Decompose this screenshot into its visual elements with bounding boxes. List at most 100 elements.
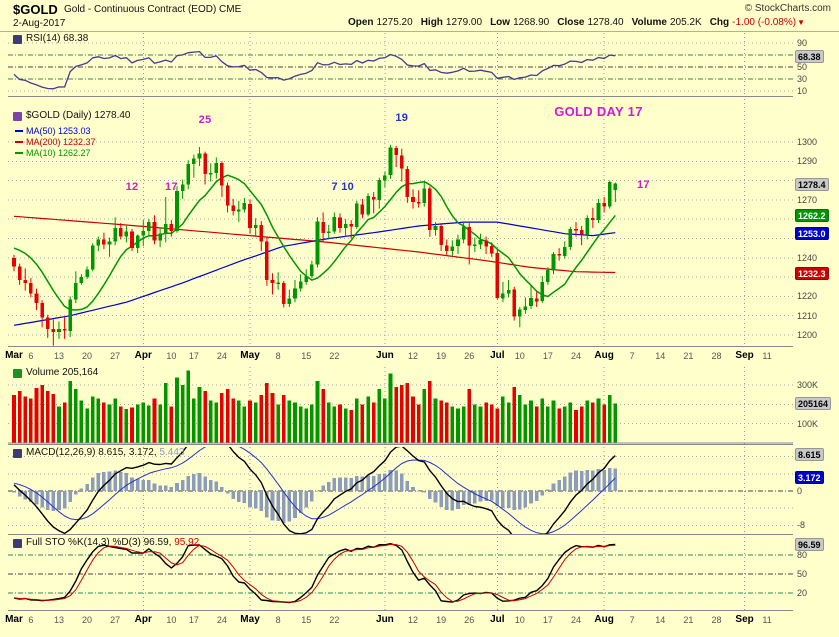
axis-tick-label: 1220 xyxy=(797,291,818,302)
ma10-line xyxy=(13,174,616,311)
chart-header: $GOLD Gold - Continuous Contract (EOD) C… xyxy=(0,0,839,32)
rsi-plot xyxy=(8,33,793,97)
axis-value-box: 1278.4 xyxy=(795,177,829,191)
ma200-legend: MA(200) 1232.37 xyxy=(15,137,96,147)
x-axis-week-label: 15 xyxy=(301,351,312,361)
quote-strip: Open 1275.20 High 1279.00 Low 1268.90 Close 127… xyxy=(340,17,805,28)
macd-legend-values: MACD(12,26,9) 8.615, 3.172, xyxy=(26,447,157,458)
quote-label: High xyxy=(420,17,443,28)
ma50-line xyxy=(13,221,616,326)
volume-panel xyxy=(0,367,839,445)
x-axis-labels: Mar 6 13 20 27 Apr 10 17 24 May 8 15 22 Jun 12 19 26 Jul 1… xyxy=(0,612,839,629)
chart-annotation: GOLD DAY 17 xyxy=(554,104,643,120)
x-axis-week-label: 14 xyxy=(655,615,666,625)
chart-annotation: 17 xyxy=(637,179,650,192)
x-axis-week-label: 10 xyxy=(514,615,525,625)
axis-tick-label: 50 xyxy=(797,569,808,579)
macd-plot xyxy=(8,447,793,535)
x-axis-month-label: Jul xyxy=(490,350,505,361)
rsi-panel xyxy=(0,33,839,97)
price-legend: $GOLD (Daily) 1278.40 xyxy=(26,110,131,121)
x-axis-month-label: May xyxy=(240,614,260,625)
candlesticks xyxy=(12,144,618,346)
x-axis-week-label: 22 xyxy=(329,615,340,625)
x-axis-month-label: Jun xyxy=(376,614,394,625)
x-axis-week-label: 13 xyxy=(53,351,64,361)
axis-value-box: 68.38 xyxy=(795,49,824,63)
rsi-legend: RSI(14) 68.38 xyxy=(26,33,89,44)
chart-annotation: 12 xyxy=(125,181,139,194)
x-axis-week-label: 6 xyxy=(28,615,34,625)
x-axis-week-label: 26 xyxy=(464,351,475,361)
axis-tick-label: 1210 xyxy=(797,310,818,321)
ma10-swatch xyxy=(15,151,23,154)
sto-d-value: 95.92 xyxy=(174,537,200,548)
macd-line xyxy=(13,447,616,535)
quote-value: 1279.00 xyxy=(445,17,483,28)
ma200-swatch xyxy=(15,140,23,143)
x-axis-month-label: Mar xyxy=(5,350,23,361)
x-axis-week-label: 7 xyxy=(629,615,635,625)
ma50-legend-label: MA(50) 1253.03 xyxy=(26,126,91,136)
macd-signal-line xyxy=(13,447,616,535)
x-axis-week-label: 24 xyxy=(216,615,227,625)
macd-histogram-value: 5.443 xyxy=(159,447,185,458)
x-axis-week-label: 26 xyxy=(464,615,475,625)
x-axis-week-label: 20 xyxy=(82,351,93,361)
axis-tick-label: 10 xyxy=(797,86,808,96)
x-axis-week-label: 7 xyxy=(629,351,635,361)
axis-tick-label: 100K xyxy=(797,418,819,429)
axis-value-box: 3.172 xyxy=(795,471,824,485)
x-axis-week-label: 11 xyxy=(762,351,772,361)
sto-d-line xyxy=(13,543,616,603)
x-axis-week-label: 21 xyxy=(683,615,694,625)
x-axis-month-label: Jun xyxy=(376,350,394,361)
x-axis-month-label: Mar xyxy=(5,614,23,625)
axis-tick-label: 1290 xyxy=(797,156,818,167)
volume-legend: Volume 205,164 xyxy=(26,367,99,378)
quote-value: 1275.20 xyxy=(376,17,413,28)
axis-tick-label: 1300 xyxy=(797,137,818,147)
x-axis-week-label: 24 xyxy=(570,615,582,625)
quote-value: 205.2K xyxy=(670,17,702,28)
x-axis-week-label: 28 xyxy=(711,351,722,361)
symbol-description: Gold - Continuous Contract (EOD) CME xyxy=(64,4,242,15)
sto-legend: Full STO %K(14,3) %D(3) 96.59, 95.92 xyxy=(26,537,199,548)
quote-value: -1.00 (-0.08%) xyxy=(732,17,797,28)
price-plot xyxy=(8,99,793,347)
chart-annotation: 17 xyxy=(164,181,178,194)
axis-value-box: 8.615 xyxy=(795,447,824,461)
macd-histogram xyxy=(12,468,618,524)
axis-tick-label: -8 xyxy=(797,520,806,531)
chart-date: 2-Aug-2017 xyxy=(13,18,66,29)
x-axis-week-label: 10 xyxy=(514,351,525,361)
axis-tick-label: 20 xyxy=(797,588,808,599)
chart-annotation: 7 10 xyxy=(331,181,355,194)
x-axis-week-label: 10 xyxy=(166,351,177,361)
sto-k-line xyxy=(13,543,616,604)
x-axis-week-label: 13 xyxy=(53,615,64,625)
ma50-swatch xyxy=(15,129,23,132)
rsi-line xyxy=(13,50,616,90)
x-axis-week-label: 19 xyxy=(436,351,447,361)
axis-value-box: 96.59 xyxy=(795,538,824,552)
x-axis-week-label: 24 xyxy=(216,351,227,361)
x-axis-month-label: Apr xyxy=(134,350,152,361)
axis-tick-label: 30 xyxy=(797,74,808,84)
x-axis-week-label: 20 xyxy=(82,615,93,625)
x-axis-week-label: 17 xyxy=(188,615,199,625)
x-axis-week-label: 17 xyxy=(542,615,553,625)
rsi-panel-icon xyxy=(13,35,22,44)
x-axis-month-label: Sep xyxy=(735,614,754,625)
sto-k-value: Full STO %K(14,3) %D(3) 96.59, xyxy=(26,537,172,548)
x-axis-week-label: 6 xyxy=(28,351,34,361)
x-axis-week-label: 17 xyxy=(542,351,553,361)
volume-bars xyxy=(12,370,618,443)
axis-tick-label: 50 xyxy=(797,62,808,72)
axis-value-box: 1232.3 xyxy=(795,266,829,280)
axis-tick-label: 300K xyxy=(797,380,819,391)
x-axis-week-label: 14 xyxy=(655,351,666,361)
x-axis-week-label: 28 xyxy=(711,615,722,625)
x-axis-week-label: 12 xyxy=(408,615,419,625)
